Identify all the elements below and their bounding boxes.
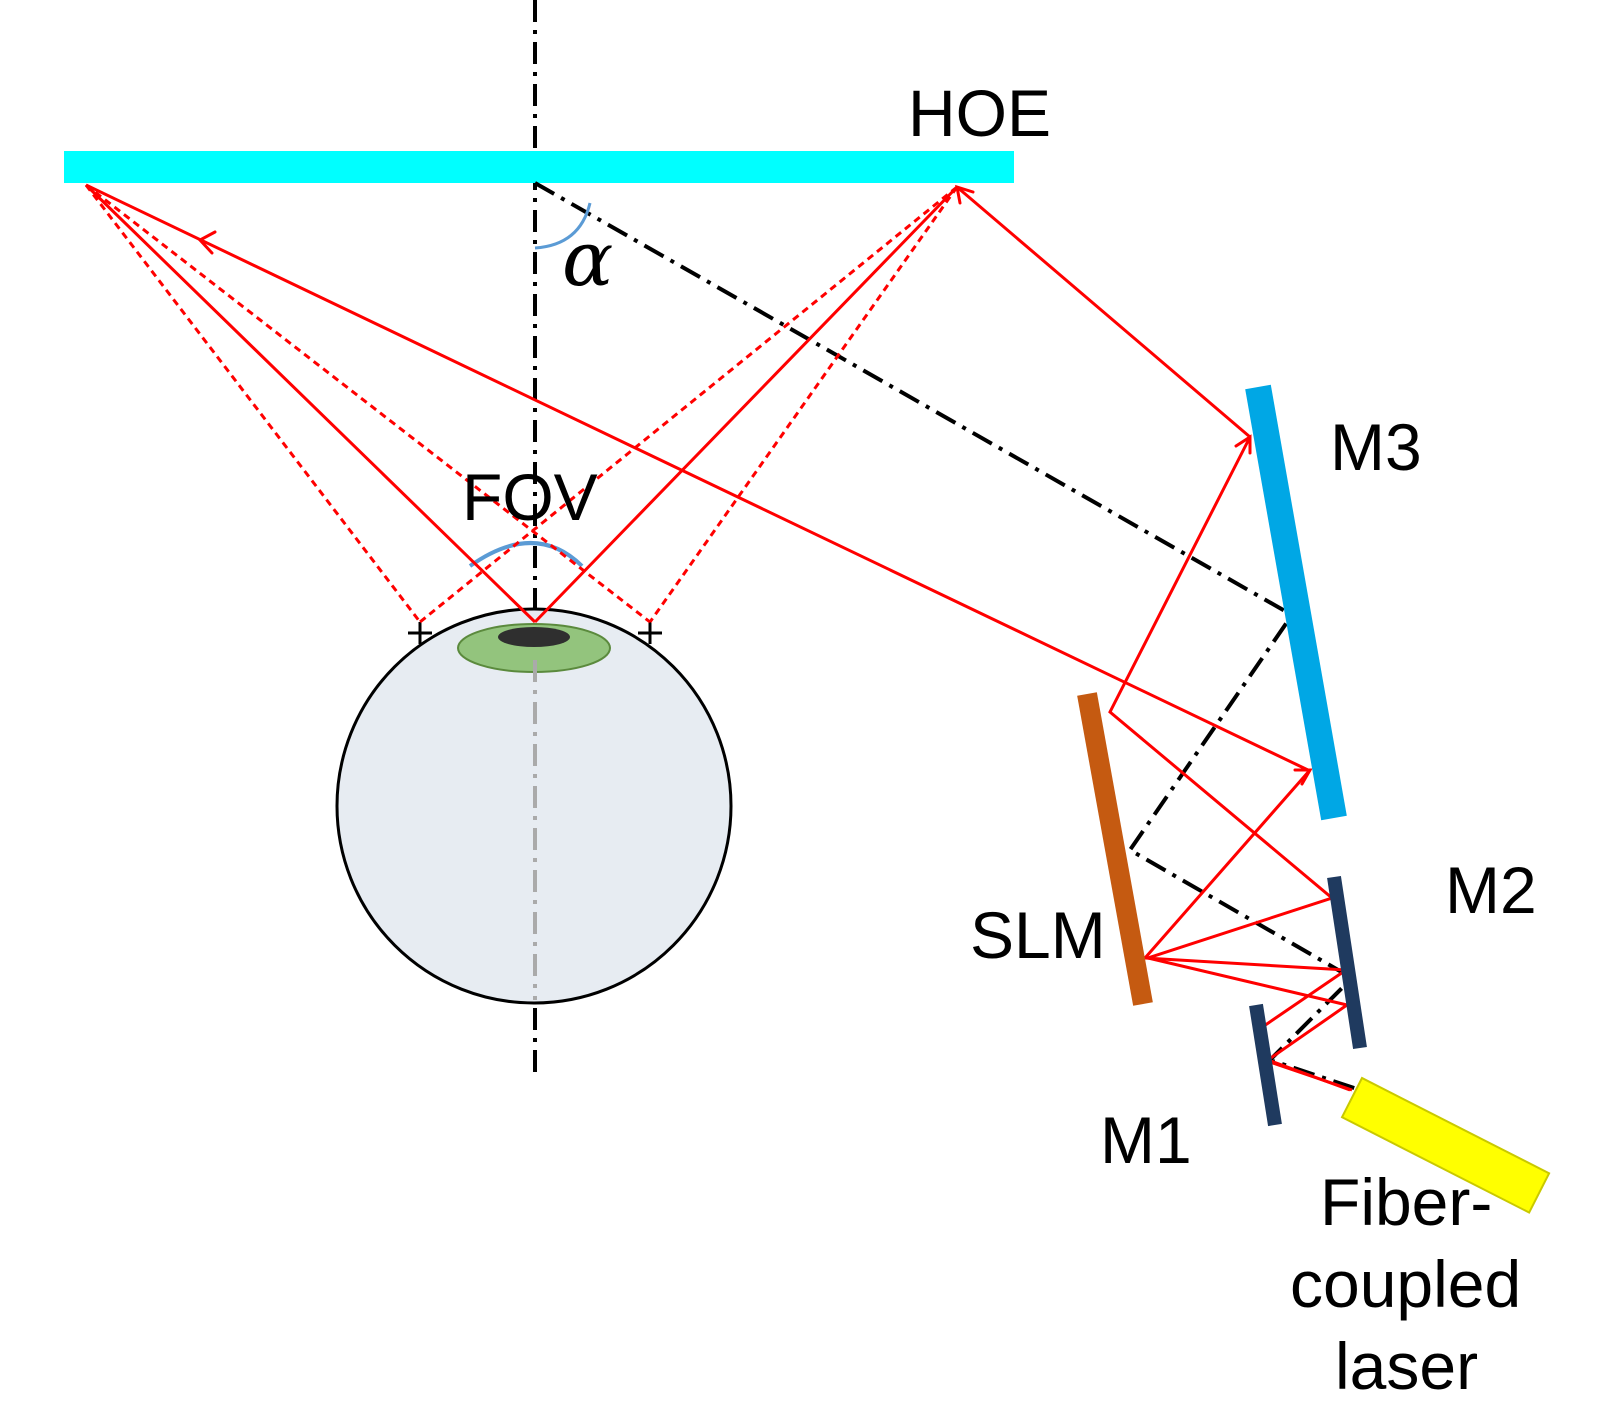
light-rays <box>84 183 1353 1092</box>
laser-label-line3: laser <box>1335 1329 1478 1403</box>
ray-m3-to-hoe-left <box>85 183 1309 772</box>
m1-label: M1 <box>1100 1103 1192 1177</box>
fiber-laser <box>1340 1076 1551 1214</box>
laser-label-line2: coupled <box>1290 1247 1521 1321</box>
fov-arc <box>468 541 584 568</box>
arrow-m3-upper <box>1234 434 1252 455</box>
laser-body <box>1340 1076 1551 1214</box>
ray-hoe-left-to-pupil <box>84 183 537 624</box>
slm-label: SLM <box>970 898 1106 972</box>
alpha-arc <box>534 202 592 250</box>
ray-dotted-4 <box>648 186 959 623</box>
alpha-label: α <box>562 214 613 303</box>
ray-dotted-2 <box>85 183 651 624</box>
eye <box>335 607 733 1005</box>
arrowheads <box>197 184 1313 786</box>
m2-mirror <box>1327 875 1367 1050</box>
m3-label: M3 <box>1330 410 1422 484</box>
ray-lower-path <box>1141 769 1353 1092</box>
hoe-element <box>64 151 1014 183</box>
slm-panel <box>1077 692 1153 1006</box>
ray-hoe-right-to-pupil <box>533 185 959 624</box>
arrow-hoe-right <box>955 184 975 205</box>
arrow-hoe-left <box>197 230 217 255</box>
fov-label: FOV <box>462 460 598 534</box>
m2-label: M2 <box>1445 853 1537 927</box>
arrow-m3-lower <box>1293 768 1313 786</box>
m3-mirror <box>1245 384 1347 821</box>
ray-dotted-3 <box>419 185 958 624</box>
laser-label-line1: Fiber- <box>1320 1165 1492 1239</box>
m1-mirror <box>1249 1003 1282 1127</box>
ray-m3-to-hoe-right <box>956 185 1251 439</box>
hoe-label: HOE <box>908 76 1051 150</box>
ray-dotted-1 <box>84 184 422 623</box>
eyebox-rays <box>84 183 959 624</box>
pupil <box>498 627 570 647</box>
